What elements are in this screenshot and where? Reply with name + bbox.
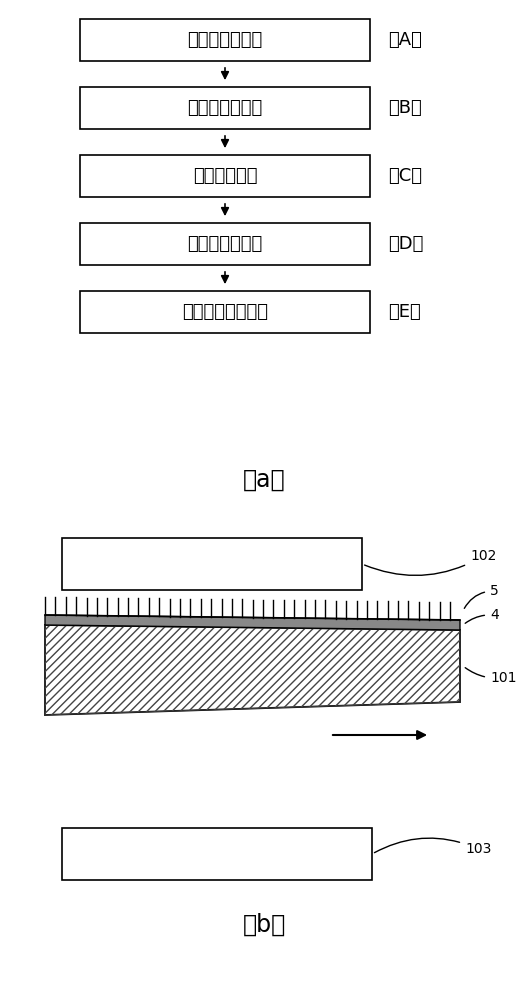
- Text: 剩余纤维去除工序: 剩余纤维去除工序: [182, 303, 268, 321]
- Bar: [62, 828, 372, 880]
- Text: （C）: （C）: [388, 167, 422, 185]
- Bar: [80, 19, 370, 61]
- Text: 粘接剂固化工序: 粘接剂固化工序: [187, 235, 262, 253]
- Text: （b）: （b）: [242, 913, 286, 937]
- Text: 纤维植毛工序: 纤维植毛工序: [193, 167, 257, 185]
- Bar: [62, 538, 362, 590]
- Text: 基材片成形工序: 基材片成形工序: [187, 31, 262, 49]
- Polygon shape: [45, 625, 460, 715]
- Bar: [80, 155, 370, 197]
- Text: 5: 5: [464, 584, 499, 608]
- Text: （A）: （A）: [388, 31, 422, 49]
- Text: 102: 102: [364, 549, 496, 575]
- Text: （B）: （B）: [388, 99, 422, 117]
- Bar: [80, 291, 370, 333]
- Text: （a）: （a）: [243, 468, 285, 492]
- Bar: [80, 223, 370, 265]
- Polygon shape: [45, 615, 460, 630]
- Text: 4: 4: [465, 608, 499, 623]
- Text: 粘接剂涂覆工序: 粘接剂涂覆工序: [187, 99, 262, 117]
- Text: 103: 103: [375, 838, 491, 856]
- Text: 101: 101: [465, 668, 516, 685]
- Text: （E）: （E）: [388, 303, 421, 321]
- Text: （D）: （D）: [388, 235, 423, 253]
- Bar: [80, 87, 370, 129]
